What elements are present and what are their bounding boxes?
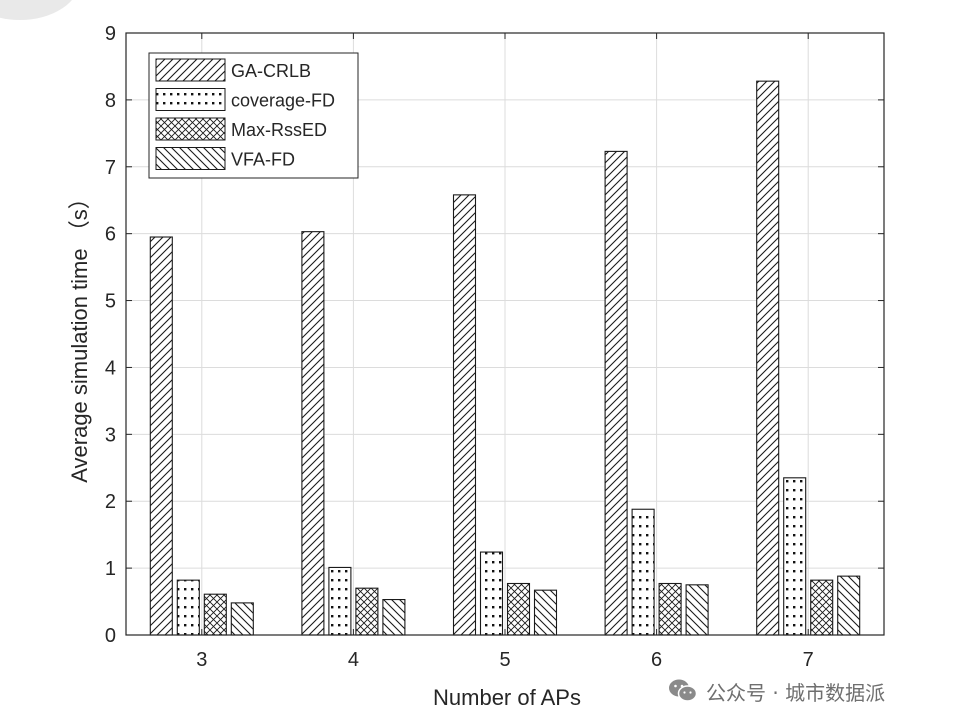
bar-vfa-fd-5 [533, 589, 558, 636]
y-tick-label: 7 [105, 157, 116, 179]
legend-label: GA-CRLB [231, 61, 311, 81]
bar-vfa-fd-6 [685, 584, 709, 636]
bar-max-rssed-4 [355, 587, 379, 636]
bar-coverage-fd-6 [631, 508, 655, 636]
y-tick-label: 8 [105, 90, 116, 112]
bar-vfa-fd-3 [230, 602, 254, 636]
bar-ga-crlb-7 [756, 80, 780, 636]
bar-max-rssed-5 [506, 582, 531, 636]
y-tick-label: 0 [105, 625, 116, 647]
x-tick-label: 6 [651, 649, 662, 671]
legend-swatch [155, 58, 226, 82]
y-tick-label: 1 [105, 558, 116, 580]
bar-vfa-fd-7 [837, 575, 861, 636]
bar-ga-crlb-3 [149, 236, 173, 636]
bar-coverage-fd-4 [328, 566, 352, 636]
bar-max-rssed-3 [203, 593, 227, 636]
bar-max-rssed-6 [658, 582, 682, 636]
y-tick-label: 3 [105, 424, 116, 446]
y-tick-label: 4 [105, 357, 116, 379]
legend-swatch [155, 88, 226, 111]
axis-ticks: 0 1 2 3 4 5 6 7 8 9 3 4 5 6 7 [105, 23, 884, 671]
y-tick-label: 6 [105, 224, 116, 246]
legend-label: VFA-FD [231, 150, 295, 170]
x-tick-label: 7 [803, 649, 814, 671]
watermark-text: 公众号 · 城市数据派 [706, 680, 886, 705]
legend-swatch [155, 147, 226, 170]
x-tick-label: 3 [196, 649, 207, 671]
bars-layer [149, 80, 861, 636]
y-tick-label: 2 [105, 491, 116, 513]
legend-label: coverage-FD [231, 91, 335, 111]
bar-coverage-fd-5 [479, 551, 504, 636]
bar-coverage-fd-7 [783, 477, 807, 636]
watermark: 公众号 · 城市数据派 [668, 676, 885, 706]
bar-coverage-fd-3 [176, 579, 200, 636]
y-tick-label: 9 [105, 23, 116, 45]
x-axis-label: Number of APs [433, 685, 581, 710]
bar-ga-crlb-4 [301, 231, 325, 636]
wechat-icon [669, 679, 698, 702]
bar-max-rssed-7 [810, 579, 834, 636]
x-tick-label: 4 [348, 649, 359, 671]
bar-vfa-fd-4 [382, 598, 406, 636]
legend-label: Max-RssED [231, 120, 327, 140]
y-tick-label: 5 [105, 291, 116, 313]
legend: GA-CRLB coverage-FD Max-RssED VFA-FD [148, 52, 359, 179]
bar-ga-crlb-5 [452, 194, 477, 636]
x-tick-label: 5 [499, 649, 510, 671]
legend-swatch [155, 117, 226, 141]
y-axis-label: Average simulation time （s） [67, 187, 92, 483]
bar-ga-crlb-6 [604, 150, 628, 636]
